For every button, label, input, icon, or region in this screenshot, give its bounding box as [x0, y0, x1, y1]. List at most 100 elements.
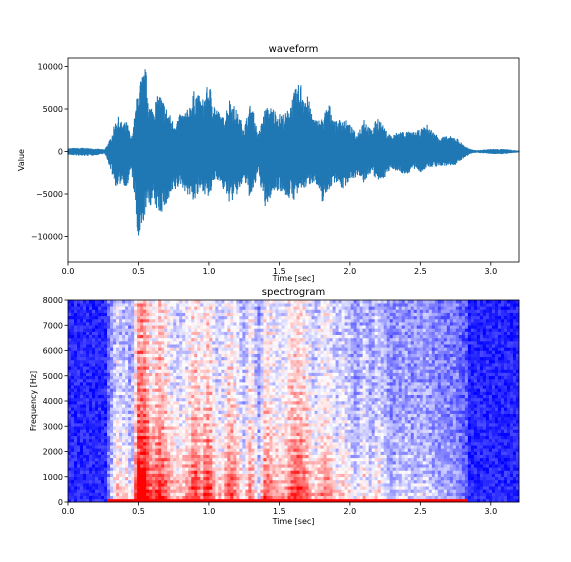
- spectrogram-cell: [293, 492, 297, 496]
- spectrogram-cell: [290, 391, 294, 395]
- spectrogram-cell: [212, 426, 216, 430]
- x-tick-label: 0.0: [62, 267, 75, 276]
- spectrogram-cell: [275, 426, 279, 430]
- spectrogram-cell: [83, 429, 87, 433]
- spectrogram-cell: [194, 331, 198, 336]
- spectrogram-cell: [221, 464, 225, 468]
- spectrogram-cell: [200, 476, 204, 481]
- spectrogram-cell: [95, 442, 99, 446]
- spectrogram-cell: [125, 394, 129, 399]
- spectrogram-cell: [209, 489, 213, 493]
- spectrogram-cell: [164, 382, 168, 386]
- spectrogram-cell: [212, 407, 216, 411]
- spectrogram-cell: [290, 423, 294, 427]
- spectrogram-cell: [149, 467, 153, 471]
- spectrogram-cell: [284, 429, 288, 433]
- spectrogram-cell: [164, 363, 168, 367]
- spectrogram-cell: [182, 423, 186, 427]
- spectrogram-cell: [119, 473, 123, 478]
- spectrogram-cell: [278, 454, 282, 459]
- spectrogram-cell: [104, 404, 108, 408]
- spectrogram-cell: [80, 473, 84, 478]
- spectrogram-cell: [203, 473, 207, 478]
- spectrogram-cell: [149, 410, 153, 414]
- spectrogram-cell: [83, 350, 87, 354]
- spectrogram-cell: [152, 341, 156, 345]
- spectrogram-cell: [146, 306, 150, 310]
- spectrogram-cell: [146, 410, 150, 414]
- spectrogram-cell: [176, 312, 180, 317]
- spectrogram-cell: [266, 435, 270, 440]
- spectrogram-cell: [149, 337, 153, 342]
- spectrogram-cell: [209, 303, 213, 307]
- spectrogram-cell: [296, 479, 300, 484]
- spectrogram-cell: [155, 483, 159, 487]
- spectrogram-cell: [185, 426, 189, 430]
- spectrogram-cell: [269, 394, 273, 399]
- spectrogram-cell: [116, 401, 120, 405]
- spectrogram-cell: [137, 473, 141, 478]
- spectrogram-cell: [173, 432, 177, 437]
- spectrogram-cell: [113, 369, 117, 373]
- spectrogram-cell: [158, 341, 162, 345]
- spectrogram-cell: [134, 353, 138, 358]
- spectrogram-cell: [194, 363, 198, 367]
- spectrogram-cell: [203, 457, 207, 462]
- spectrogram-cell: [236, 470, 240, 474]
- spectrogram-cell: [146, 442, 150, 446]
- spectrogram-cell: [266, 359, 270, 364]
- spectrogram-cell: [101, 467, 105, 471]
- spectrogram-cell: [125, 347, 129, 351]
- spectrogram-cell: [233, 445, 237, 449]
- spectrogram-cell: [110, 498, 114, 503]
- spectrogram-cell: [110, 413, 114, 418]
- spectrogram-cell: [155, 382, 159, 386]
- spectrogram-cell: [137, 325, 141, 329]
- spectrogram-cell: [101, 442, 105, 446]
- spectrogram-cell: [263, 375, 267, 380]
- spectrogram-cell: [242, 416, 246, 421]
- spectrogram-cell: [125, 460, 129, 465]
- spectrogram-cell: [239, 454, 243, 459]
- spectrogram-cell: [245, 359, 249, 364]
- spectrogram-cell: [134, 489, 138, 493]
- spectrogram-cell: [293, 300, 297, 304]
- spectrogram-cell: [254, 331, 258, 336]
- spectrogram-cell: [113, 429, 117, 433]
- spectrogram-cell: [125, 388, 129, 392]
- spectrogram-cell: [146, 470, 150, 474]
- spectrogram-cell: [296, 467, 300, 471]
- spectrogram-cell: [239, 337, 243, 342]
- spectrogram-cell: [89, 483, 93, 487]
- spectrogram-cell: [104, 429, 108, 433]
- spectrogram-cell: [176, 306, 180, 310]
- spectrogram-cell: [191, 347, 195, 351]
- spectrogram-cell: [248, 432, 252, 437]
- spectrogram-cell: [209, 486, 213, 490]
- spectrogram-cell: [92, 385, 96, 389]
- spectrogram-cell: [146, 495, 150, 500]
- spectrogram-cell: [137, 350, 141, 354]
- spectrogram-cell: [143, 388, 147, 392]
- spectrogram-cell: [113, 448, 117, 452]
- spectrogram-cell: [221, 479, 225, 484]
- spectrogram-cell: [218, 486, 222, 490]
- spectrogram-cell: [74, 328, 78, 332]
- spectrogram-cell: [236, 495, 240, 500]
- spectrogram-cell: [77, 331, 81, 336]
- spectrogram-cell: [281, 318, 285, 323]
- spectrogram-cell: [137, 401, 141, 405]
- spectrogram-cell: [137, 495, 141, 500]
- spectrogram-cell: [290, 495, 294, 500]
- spectrogram-cell: [266, 369, 270, 373]
- spectrogram-cell: [92, 331, 96, 336]
- spectrogram-cell: [194, 382, 198, 386]
- spectrogram-cell: [83, 401, 87, 405]
- spectrogram-cell: [212, 385, 216, 389]
- spectrogram-cell: [122, 334, 126, 339]
- spectrogram-cell: [218, 492, 222, 496]
- spectrogram-cell: [212, 492, 216, 496]
- spectrogram-cell: [266, 492, 270, 496]
- spectrogram-cell: [158, 325, 162, 329]
- spectrogram-cell: [194, 341, 198, 345]
